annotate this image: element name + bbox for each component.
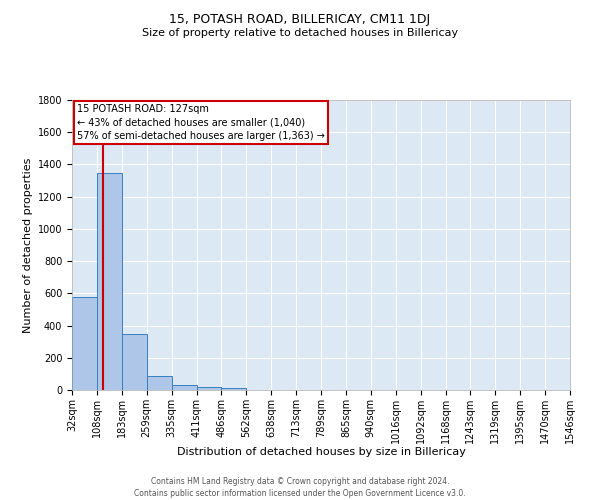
Bar — [197, 387, 221, 390]
Text: Contains HM Land Registry data © Crown copyright and database right 2024.
Contai: Contains HM Land Registry data © Crown c… — [134, 476, 466, 498]
Bar — [172, 385, 197, 390]
Bar — [146, 376, 172, 390]
Text: 15, POTASH ROAD, BILLERICAY, CM11 1DJ: 15, POTASH ROAD, BILLERICAY, CM11 1DJ — [169, 12, 431, 26]
Text: Size of property relative to detached houses in Billericay: Size of property relative to detached ho… — [142, 28, 458, 38]
X-axis label: Distribution of detached houses by size in Billericay: Distribution of detached houses by size … — [176, 447, 466, 457]
Bar — [221, 388, 247, 390]
Bar — [97, 172, 122, 390]
Y-axis label: Number of detached properties: Number of detached properties — [23, 158, 34, 332]
Bar — [72, 298, 97, 390]
Text: 15 POTASH ROAD: 127sqm
← 43% of detached houses are smaller (1,040)
57% of semi-: 15 POTASH ROAD: 127sqm ← 43% of detached… — [77, 104, 325, 141]
Bar — [122, 334, 146, 390]
